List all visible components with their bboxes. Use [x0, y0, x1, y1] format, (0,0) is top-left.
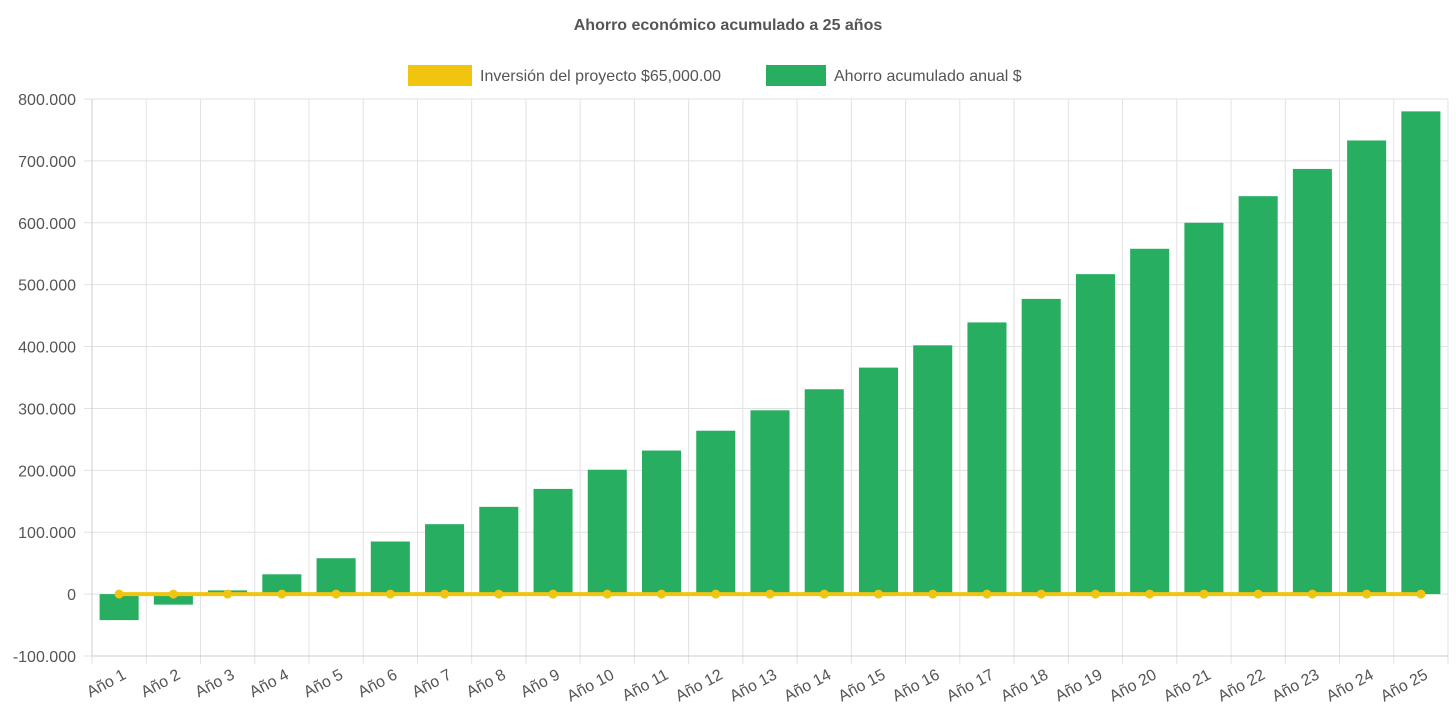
line-point[interactable]	[385, 589, 395, 599]
y-axis-ticks: 800.000 700.000 600.000 500.000 400.000 300.0…	[13, 92, 76, 666]
x-tick-label: Año 7	[410, 666, 455, 701]
x-tick-label: Año 25	[1378, 666, 1431, 705]
x-tick-label: Año 13	[727, 666, 780, 705]
y-tick-label: 0	[67, 587, 76, 604]
line-point[interactable]	[223, 589, 233, 599]
y-tick-label: 100.000	[18, 525, 76, 542]
y-tick-label: 800.000	[18, 92, 76, 109]
line-point[interactable]	[873, 589, 883, 599]
bar[interactable]	[1075, 274, 1115, 595]
x-tick-label: Año 20	[1107, 666, 1160, 705]
y-tick-label: 700.000	[18, 154, 76, 171]
bar[interactable]	[913, 345, 953, 595]
x-tick-label: Año 11	[620, 666, 672, 704]
line-point[interactable]	[494, 589, 504, 599]
y-tick-label: 200.000	[18, 463, 76, 480]
x-tick-label: Año 6	[355, 666, 400, 701]
bar[interactable]	[750, 410, 790, 595]
x-tick-label: Año 18	[998, 666, 1051, 705]
line-point[interactable]	[982, 589, 992, 599]
x-tick-label: Año 22	[1215, 666, 1268, 705]
x-tick-label: Año 2	[138, 666, 183, 701]
grid	[84, 98, 1449, 664]
bar[interactable]	[1130, 248, 1170, 595]
bar-series	[99, 111, 1441, 621]
x-tick-label: Año 23	[1270, 666, 1323, 705]
bar[interactable]	[316, 558, 356, 595]
x-tick-label: Año 4	[247, 666, 292, 701]
bar[interactable]	[479, 506, 519, 595]
line-point[interactable]	[711, 589, 721, 599]
x-tick-label: Año 1	[84, 666, 129, 701]
legend-item-investment[interactable]: Inversión del proyecto $65,000.00	[408, 65, 721, 86]
y-tick-label: -100.000	[13, 649, 76, 666]
legend-label-investment: Inversión del proyecto $65,000.00	[480, 68, 721, 85]
chart-title: Ahorro económico acumulado a 25 años	[574, 17, 883, 34]
line-point[interactable]	[1036, 589, 1046, 599]
bar[interactable]	[1184, 222, 1224, 595]
line-point[interactable]	[1199, 589, 1209, 599]
line-point[interactable]	[819, 589, 829, 599]
bar[interactable]	[587, 469, 627, 595]
x-tick-label: Año 14	[781, 666, 834, 705]
x-tick-label: Año 17	[944, 666, 997, 705]
line-point[interactable]	[1253, 589, 1263, 599]
line-point[interactable]	[440, 589, 450, 599]
bar[interactable]	[425, 524, 465, 595]
x-tick-label: Año 5	[301, 666, 346, 701]
line-point[interactable]	[1145, 589, 1155, 599]
bar[interactable]	[1292, 168, 1332, 595]
x-tick-label: Año 10	[564, 666, 617, 705]
x-tick-label: Año 24	[1324, 666, 1377, 705]
y-tick-label: 600.000	[18, 216, 76, 233]
line-point[interactable]	[602, 589, 612, 599]
bar[interactable]	[967, 322, 1007, 595]
bar[interactable]	[1238, 196, 1278, 595]
x-tick-label: Año 12	[673, 666, 726, 705]
y-tick-label: 300.000	[18, 401, 76, 418]
bar[interactable]	[370, 541, 410, 595]
legend-swatch-investment	[408, 65, 472, 86]
bar[interactable]	[153, 594, 193, 605]
line-point[interactable]	[277, 589, 287, 599]
line-point[interactable]	[548, 589, 558, 599]
line-point[interactable]	[114, 589, 124, 599]
legend-swatch-savings	[766, 65, 826, 86]
bar[interactable]	[804, 389, 844, 595]
y-tick-label: 400.000	[18, 340, 76, 357]
line-point[interactable]	[657, 589, 667, 599]
bar[interactable]	[1347, 140, 1387, 595]
x-tick-label: Año 8	[464, 666, 509, 701]
line-point[interactable]	[1416, 589, 1426, 599]
bar[interactable]	[1021, 298, 1061, 595]
line-point[interactable]	[928, 589, 938, 599]
legend-label-savings: Ahorro acumulado anual $	[834, 68, 1022, 85]
y-tick-label: 500.000	[18, 278, 76, 295]
x-tick-label: Año 16	[890, 666, 943, 705]
x-tick-label: Año 21	[1161, 666, 1214, 705]
line-point[interactable]	[765, 589, 775, 599]
legend-item-savings[interactable]: Ahorro acumulado anual $	[766, 65, 1022, 86]
x-tick-label: Año 15	[836, 666, 889, 705]
bar[interactable]	[858, 367, 899, 595]
line-series	[114, 589, 1426, 599]
bar[interactable]	[696, 430, 736, 595]
legend: Inversión del proyecto $65,000.00 Ahorro…	[408, 65, 1022, 86]
x-tick-label: Año 19	[1053, 666, 1106, 705]
bar[interactable]	[1401, 111, 1441, 595]
x-axis-ticks: Año 1 Año 2 Año 3 Año 4 Año 5 Año 6 Año 7 Año 8…	[84, 666, 1431, 705]
line-point[interactable]	[168, 589, 178, 599]
line-point[interactable]	[331, 589, 341, 599]
line-point[interactable]	[1307, 589, 1317, 599]
line-point[interactable]	[1362, 589, 1372, 599]
x-tick-label: Año 3	[193, 666, 238, 701]
x-tick-label: Año 9	[518, 666, 563, 701]
line-point[interactable]	[1090, 589, 1100, 599]
bar[interactable]	[533, 488, 573, 595]
bar[interactable]	[641, 450, 682, 595]
bar[interactable]	[262, 574, 302, 595]
